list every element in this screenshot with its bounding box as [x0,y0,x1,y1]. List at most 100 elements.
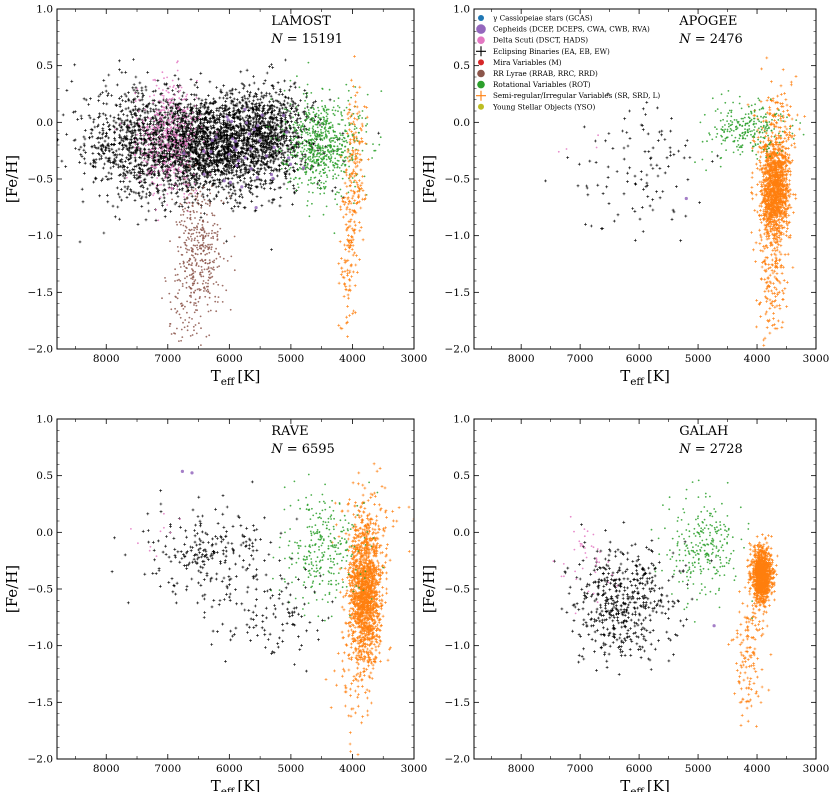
data-point [179,161,182,163]
data-point [140,205,144,208]
data-point [200,252,203,255]
data-point [309,155,312,158]
data-point [181,336,184,338]
data-point [243,84,247,88]
data-point [262,187,266,191]
data-point [268,153,271,156]
data-point [180,203,183,206]
data-point [198,168,202,172]
data-point [195,97,198,99]
data-point [158,119,161,121]
data-point [289,135,292,139]
data-point [193,364,195,366]
data-point [311,182,314,185]
data-point [148,183,152,187]
data-point [209,159,212,162]
data-point [131,125,135,129]
data-point [138,141,141,144]
data-point [213,173,217,176]
data-point [296,103,300,107]
data-point [127,106,130,110]
data-point [270,201,274,205]
data-point [257,106,261,110]
data-point [200,138,204,141]
data-point [230,255,233,258]
data-point [115,186,119,190]
data-point [191,202,194,205]
data-point [145,131,148,134]
data-point [139,180,142,183]
data-point [181,164,184,167]
data-point [277,163,281,167]
data-point [155,185,158,188]
data-point [202,165,206,169]
data-point [200,98,204,102]
data-point [197,135,201,138]
data-point [168,131,171,134]
data-point [180,117,184,120]
data-point [195,197,198,200]
data-point [137,192,140,195]
data-point [263,79,267,83]
data-point [90,135,94,139]
data-point [274,91,278,95]
data-point [206,288,209,291]
data-point [238,122,242,126]
data-point [202,195,205,199]
data-point [178,106,181,109]
data-point [135,164,138,168]
data-point [280,152,283,156]
data-point [263,166,266,170]
data-point [110,143,113,146]
data-point [286,101,290,105]
data-point [114,149,118,153]
data-point [153,182,156,185]
data-point [125,196,129,199]
data-point [248,136,251,140]
data-point [121,99,125,102]
data-point [191,163,194,167]
data-point [214,169,218,172]
data-point [166,179,170,183]
data-point [163,149,166,152]
data-point [202,123,206,127]
data-point [149,149,152,152]
data-point [241,86,245,90]
data-point [242,180,246,184]
data-point [181,187,184,190]
data-point [188,249,191,251]
data-point [233,120,236,123]
data-point [169,240,171,243]
data-point [197,265,200,267]
data-point [87,103,91,106]
data-point [208,80,212,84]
data-point [276,157,280,161]
data-point [338,106,341,109]
data-point [178,166,180,169]
data-point [186,300,189,303]
data-point [359,114,361,117]
data-point [298,145,301,148]
data-point [270,168,273,172]
data-point [212,153,216,157]
data-point [147,101,151,105]
data-point [144,144,147,147]
data-point [227,177,230,181]
data-point [132,83,136,86]
data-point [295,153,298,156]
data-point [97,141,101,144]
data-point [194,217,196,219]
data-point [226,169,230,173]
data-point [134,111,137,115]
data-point [144,181,147,184]
data-point [99,92,102,96]
data-point [357,115,360,118]
data-point [159,142,161,145]
data-point [193,180,197,184]
data-point [207,282,209,285]
data-point [257,87,260,91]
data-point [153,171,156,173]
panel-lamost: 8000 7000 6000 5000 4000 30001.00.50.0−0.5−1.… [3,4,427,389]
data-point [207,246,210,249]
data-point [225,289,228,292]
